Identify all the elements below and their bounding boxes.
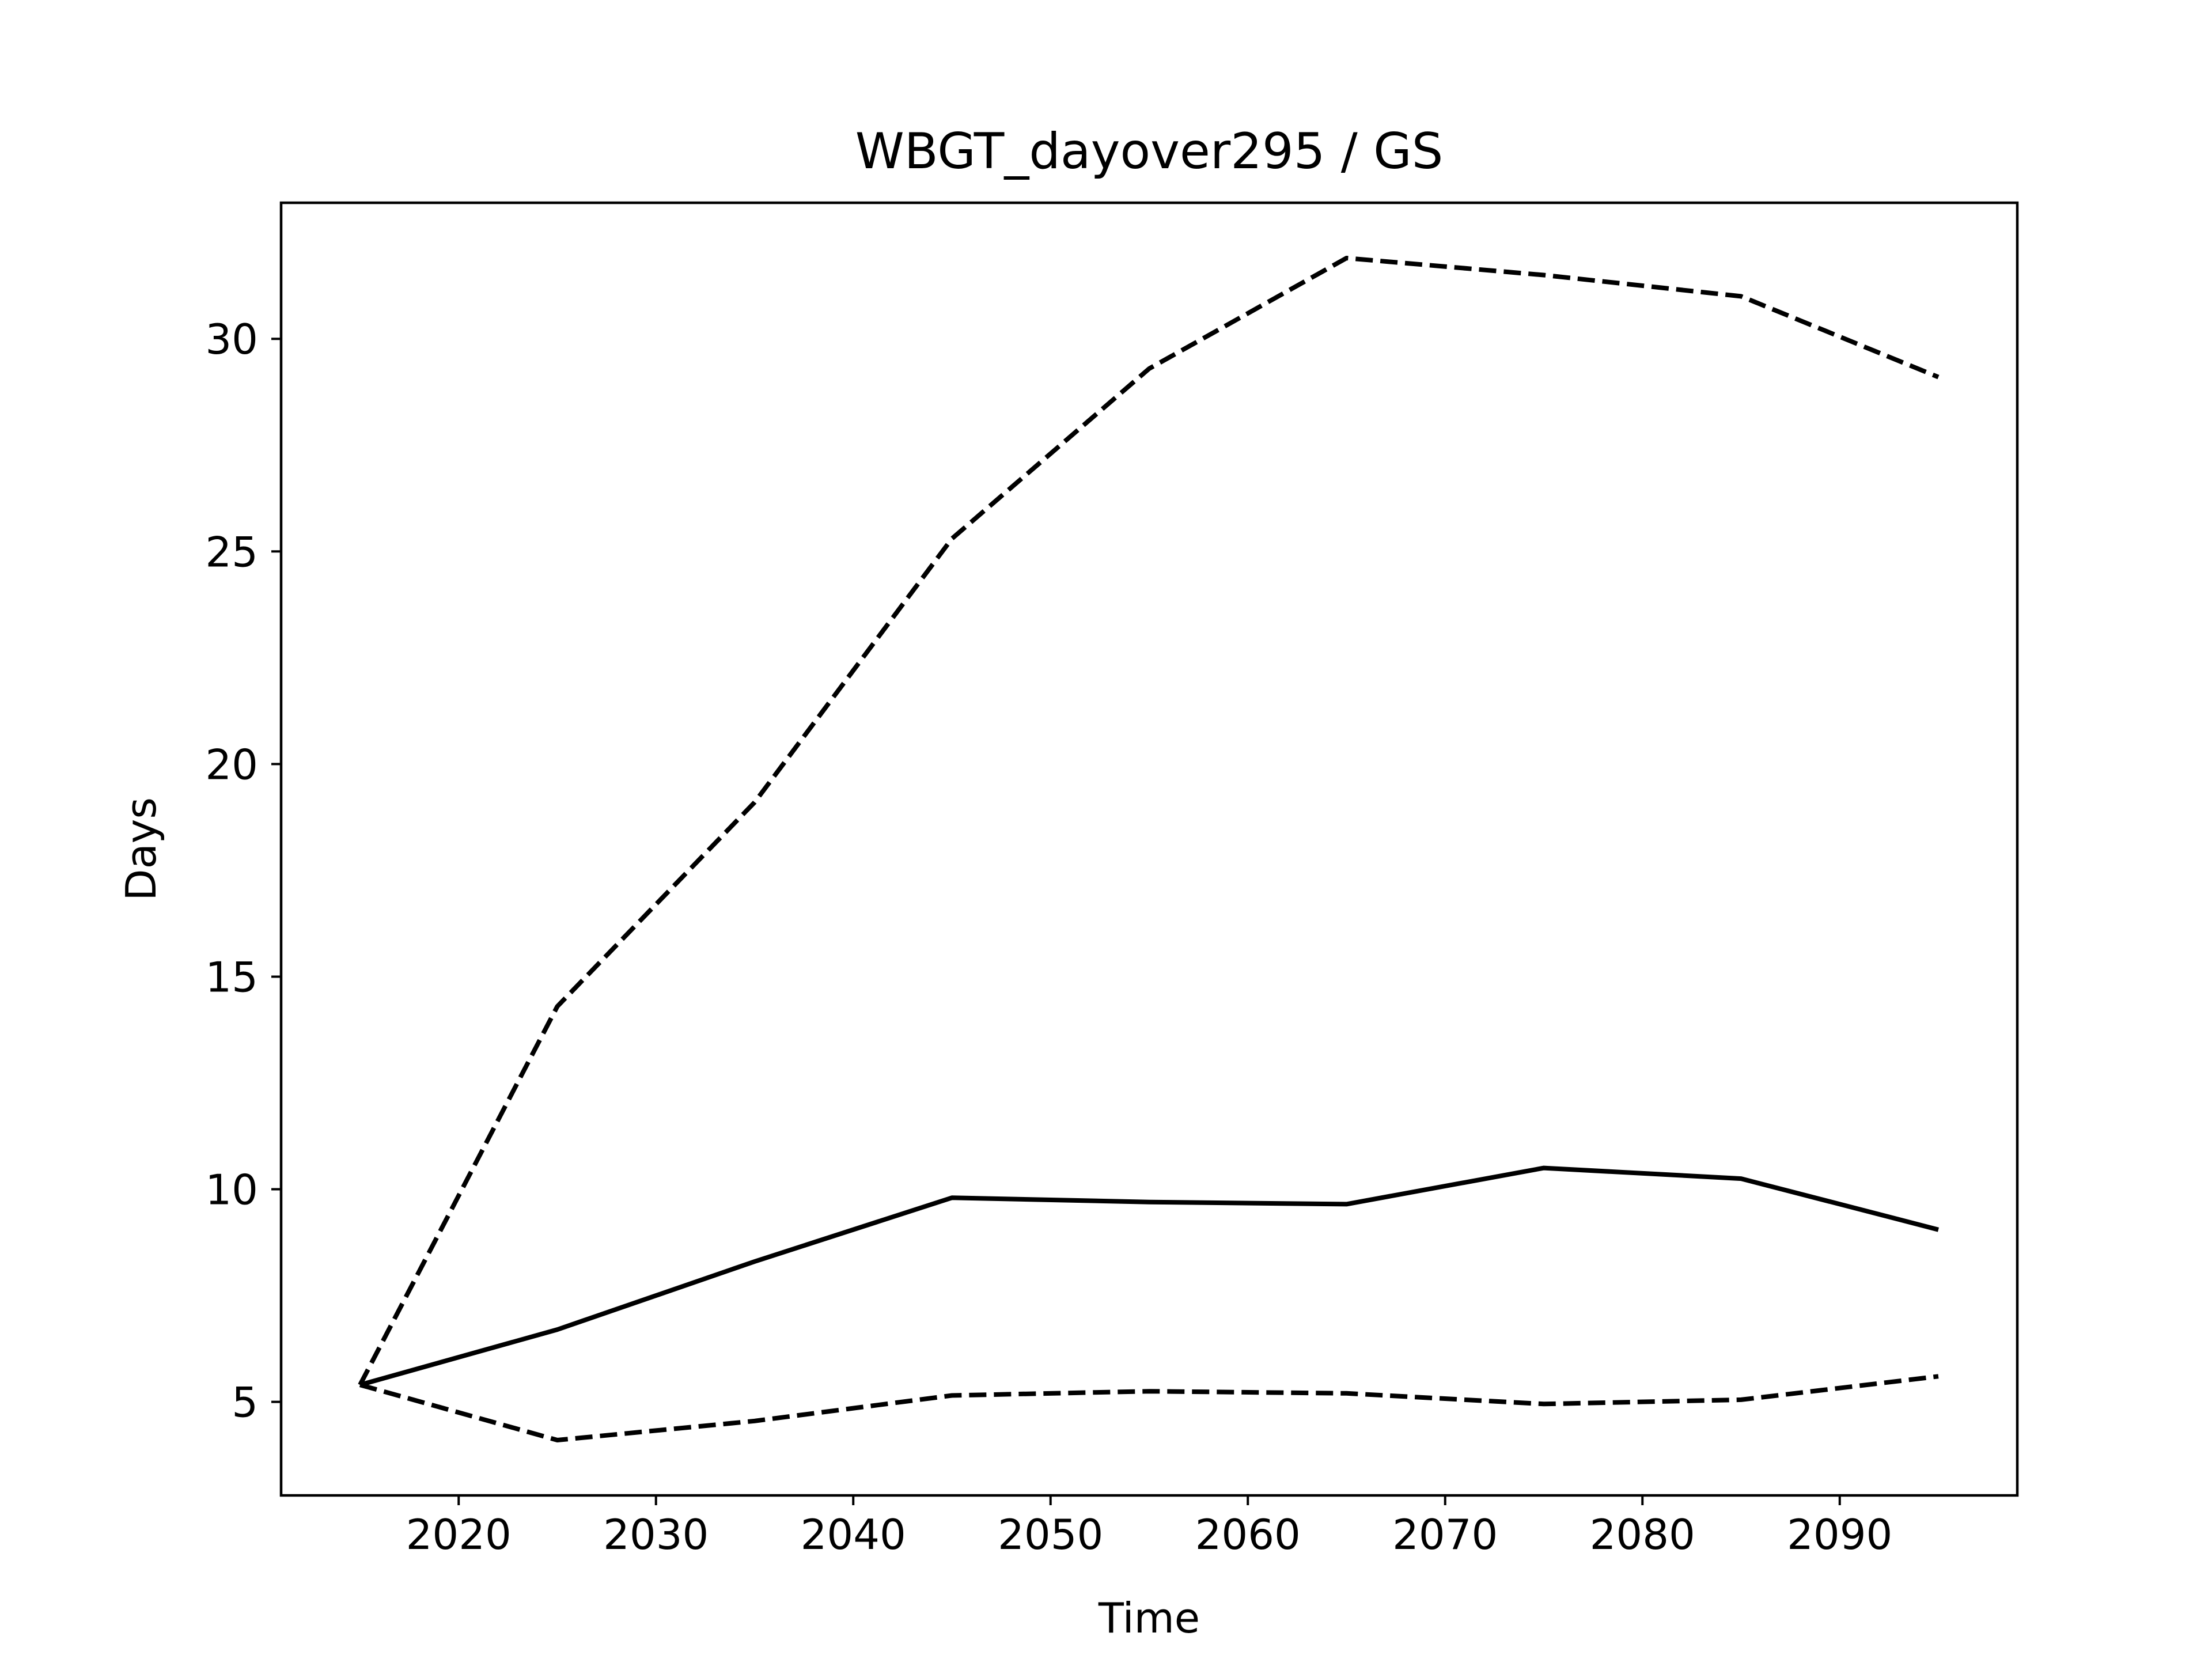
- x-axis: 2020 2030 2040 2050 2060 2070 2080 2090: [406, 1495, 1892, 1559]
- series-line-1-dashed: [358, 256, 1940, 1386]
- y-tick-label: 20: [205, 740, 258, 789]
- series-line-2-solid: [359, 1165, 1940, 1387]
- plot-frame: [279, 201, 2019, 1497]
- y-tick-label: 5: [232, 1378, 258, 1427]
- y-tick-label: 15: [205, 953, 258, 1001]
- x-tick-label: 2060: [1195, 1510, 1301, 1559]
- x-tick-label: 2050: [998, 1510, 1103, 1559]
- series-line-3-dashed: [359, 1374, 1939, 1442]
- x-tick-label: 2090: [1787, 1510, 1892, 1559]
- chart-title: WBGT_dayover295 / GS: [855, 123, 1444, 180]
- x-tick-label: 2020: [406, 1510, 512, 1559]
- x-tick-label: 2030: [603, 1510, 709, 1559]
- plot-area: [358, 256, 1940, 1442]
- y-axis: 5 10 15 20 25 30: [205, 315, 281, 1427]
- x-tick-label: 2080: [1590, 1510, 1695, 1559]
- x-tick-label: 2040: [801, 1510, 906, 1559]
- y-axis-label: Days: [117, 797, 165, 901]
- y-tick-label: 10: [205, 1166, 258, 1214]
- y-tick-label: 25: [205, 528, 258, 576]
- x-tick-label: 2070: [1392, 1510, 1498, 1559]
- x-axis-label: Time: [1098, 1594, 1200, 1642]
- y-tick-label: 30: [205, 315, 258, 363]
